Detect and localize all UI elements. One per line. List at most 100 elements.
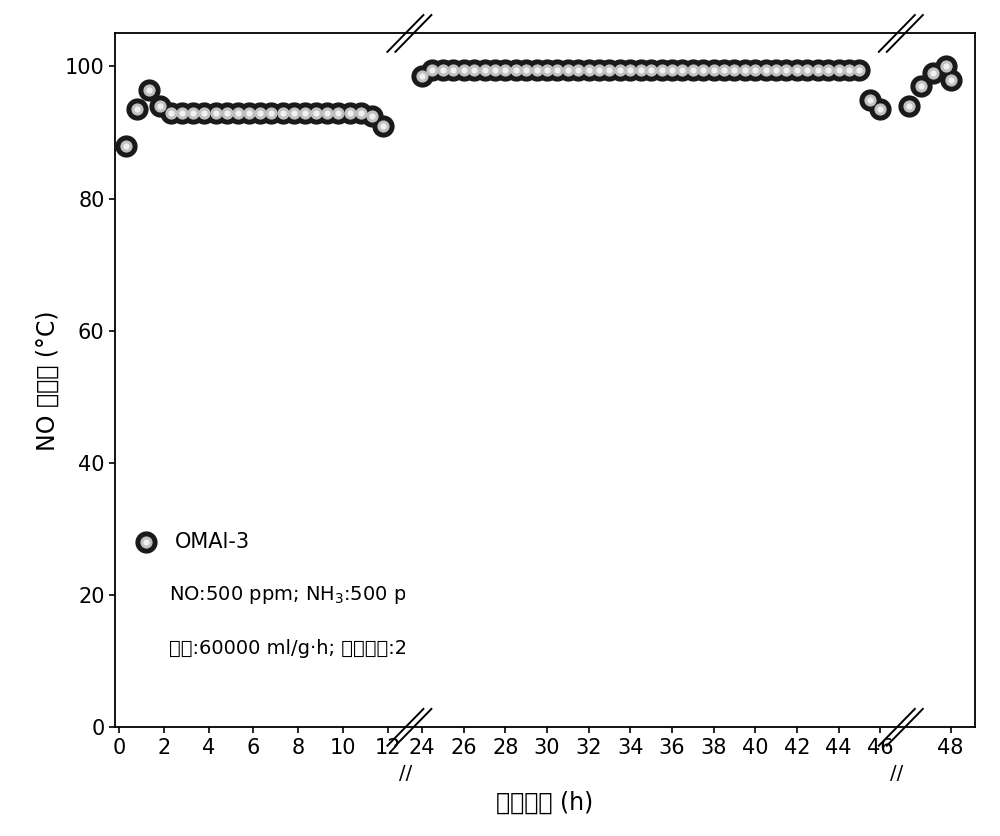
Point xyxy=(308,106,324,120)
Point xyxy=(539,63,555,76)
Point xyxy=(138,536,154,549)
Point xyxy=(674,63,690,76)
Point xyxy=(778,63,794,76)
Point xyxy=(163,106,179,120)
Point xyxy=(241,106,257,120)
Point xyxy=(342,106,358,120)
Point xyxy=(612,63,628,76)
Point xyxy=(612,63,628,76)
Point xyxy=(185,106,201,120)
Point xyxy=(695,63,711,76)
Point xyxy=(375,120,391,133)
Point xyxy=(633,63,649,76)
Point xyxy=(364,110,380,123)
Point xyxy=(163,106,179,120)
Point xyxy=(219,106,235,120)
Point xyxy=(872,103,888,116)
Point xyxy=(591,63,607,76)
Point xyxy=(364,110,380,123)
Point xyxy=(925,66,941,79)
Point xyxy=(685,63,701,76)
Point xyxy=(330,106,346,120)
Point xyxy=(152,99,168,113)
Point xyxy=(353,106,369,120)
Point xyxy=(466,63,482,76)
Point xyxy=(601,63,617,76)
Point xyxy=(252,106,268,120)
Point xyxy=(862,93,878,106)
Point xyxy=(938,60,954,74)
Point xyxy=(297,106,313,120)
Point xyxy=(581,63,597,76)
Point xyxy=(252,106,268,120)
Point xyxy=(435,63,451,76)
Point xyxy=(654,63,670,76)
Point xyxy=(851,63,867,76)
Point xyxy=(529,63,545,76)
Point xyxy=(445,63,461,76)
Point xyxy=(230,106,246,120)
Point xyxy=(445,63,461,76)
Point xyxy=(758,63,774,76)
Point xyxy=(747,63,763,76)
Text: 反应时间 (h): 反应时间 (h) xyxy=(496,791,594,814)
Point xyxy=(737,63,753,76)
Point xyxy=(297,106,313,120)
Point xyxy=(466,63,482,76)
Point xyxy=(851,63,867,76)
Y-axis label: NO 转化率 (°C): NO 转化率 (°C) xyxy=(35,310,59,451)
Point xyxy=(477,63,493,76)
Point xyxy=(872,103,888,116)
Point xyxy=(706,63,722,76)
Point xyxy=(768,63,784,76)
Point xyxy=(196,106,212,120)
Point xyxy=(674,63,690,76)
Point xyxy=(841,63,857,76)
Point xyxy=(174,106,190,120)
Point xyxy=(799,63,815,76)
Point xyxy=(487,63,503,76)
Point xyxy=(241,106,257,120)
Point xyxy=(664,63,680,76)
Point xyxy=(913,79,929,93)
Point xyxy=(263,106,279,120)
Point xyxy=(141,83,157,96)
Point xyxy=(570,63,586,76)
Point xyxy=(508,63,524,76)
Point xyxy=(241,106,257,120)
Point xyxy=(799,63,815,76)
Point xyxy=(591,63,607,76)
Point xyxy=(758,63,774,76)
Point xyxy=(612,63,628,76)
Point xyxy=(570,63,586,76)
Point xyxy=(275,106,291,120)
Point xyxy=(901,99,917,113)
Point xyxy=(138,536,154,549)
Point xyxy=(560,63,576,76)
Point xyxy=(654,63,670,76)
Point xyxy=(943,73,959,86)
Point xyxy=(508,63,524,76)
Point xyxy=(674,63,690,76)
Point xyxy=(518,63,534,76)
Point xyxy=(789,63,805,76)
Point xyxy=(591,63,607,76)
Point xyxy=(664,63,680,76)
Point xyxy=(141,83,157,96)
Point xyxy=(925,66,941,79)
Point xyxy=(456,63,472,76)
Point xyxy=(581,63,597,76)
Point xyxy=(152,99,168,113)
Point xyxy=(230,106,246,120)
Point xyxy=(913,79,929,93)
Point xyxy=(695,63,711,76)
Point xyxy=(263,106,279,120)
Point xyxy=(286,106,302,120)
Text: OMAl-3: OMAl-3 xyxy=(175,533,250,553)
Point xyxy=(319,106,335,120)
Point xyxy=(424,63,440,76)
Point xyxy=(487,63,503,76)
Point xyxy=(726,63,742,76)
Point xyxy=(196,106,212,120)
Point xyxy=(831,63,847,76)
